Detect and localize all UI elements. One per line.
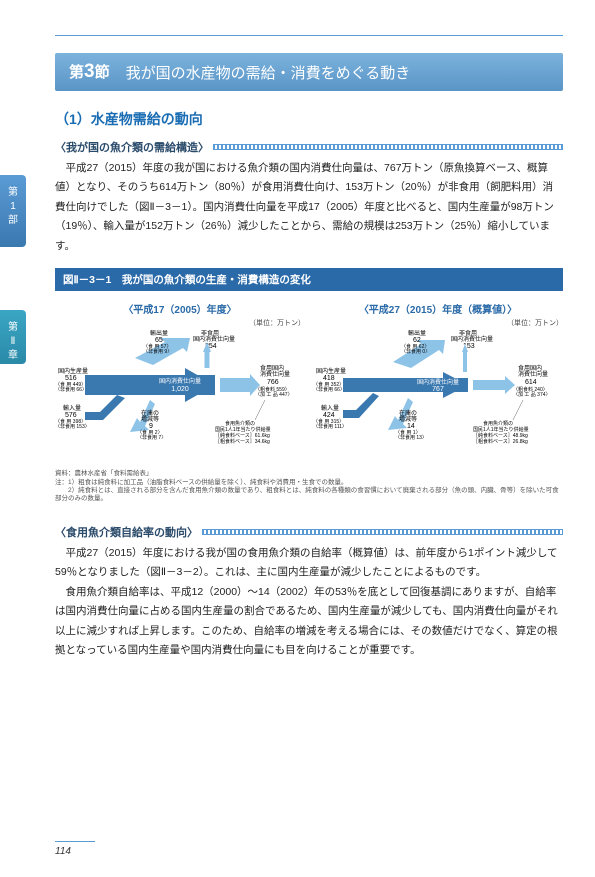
svg-text:国内消費仕向量: 国内消費仕向量: [417, 378, 459, 386]
svg-text:〈非食用 66〉: 〈非食用 66〉: [313, 386, 345, 393]
svg-text:非食用: 非食用: [201, 330, 219, 337]
svg-text:在庫の: 在庫の: [399, 409, 417, 417]
svg-text:輸出量: 輸出量: [150, 330, 168, 337]
svg-text:14: 14: [407, 423, 415, 430]
sub-heading-2: 〈食用魚介類自給率の動向〉: [55, 524, 563, 540]
side-tab-part1: 第1部: [0, 175, 26, 247]
side-tab-chapter2: 第Ⅱ章: [0, 310, 26, 364]
svg-text:〈非食用 111〉: 〈非食用 111〉: [313, 423, 347, 430]
svg-text:767: 767: [432, 386, 444, 393]
svg-text:国内消費仕向量: 国内消費仕向量: [451, 335, 493, 343]
svg-text:〈非食用 66〉: 〈非食用 66〉: [55, 386, 87, 393]
svg-text:増減等: 増減等: [141, 415, 159, 423]
svg-text:輸入量: 輸入量: [63, 404, 81, 412]
svg-text:食用国内: 食用国内: [260, 364, 284, 372]
svg-text:［粗食料ベース］34.6kg: ［粗食料ベース］34.6kg: [215, 438, 270, 445]
section-title: 我が国の水産物の需給・消費をめぐる動き: [126, 62, 411, 83]
paragraph-1: 平成27（2015）年度の我が国における魚介類の国内消費仕向量は、767万トン（…: [55, 159, 563, 256]
svg-text:〈非食用 9〉: 〈非食用 9〉: [143, 348, 172, 355]
svg-text:非食用: 非食用: [459, 330, 477, 337]
svg-text:〈非食用 13〉: 〈非食用 13〉: [395, 434, 427, 441]
svg-text:［粗食料ベース］26.8kg: ［粗食料ベース］26.8kg: [473, 438, 528, 445]
figure-notes: 資料：農林水産省「食料需給表」 注：1）粗食は純食料に加工品（油脂食料ベースの供…: [55, 470, 563, 504]
svg-text:1,020: 1,020: [171, 386, 189, 393]
svg-text:消費仕向量: 消費仕向量: [518, 370, 548, 378]
svg-text:［純食料ベース］48.9kg: ［純食料ベース］48.9kg: [473, 432, 528, 439]
svg-text:424: 424: [323, 412, 335, 419]
subsection-title: （1）水産物需給の動向: [55, 109, 563, 129]
svg-text:614: 614: [525, 379, 537, 386]
paragraph-2a: 平成27（2015）年度における我が国の食用魚介類の自給率（概算値）は、前年度か…: [55, 544, 563, 583]
figure-title: 図Ⅱ－3－1 我が国の魚介類の生産・消費構造の変化: [55, 268, 563, 291]
flow-diagram-left: 国内消費仕向量 1,020 国内生産量 516 〈食 用 449〉 〈非食用 6…: [55, 330, 305, 460]
svg-text:国内生産量: 国内生産量: [316, 367, 346, 375]
section-header: 第3節 我が国の水産物の需給・消費をめぐる動き: [55, 53, 563, 91]
flow-diagram-right: 国内消費仕向量 767 国内生産量 418 〈食 用 352〉 〈非食用 66〉…: [313, 330, 563, 460]
figure-panel-2005: 〈平成17（2005）年度〉 （単位：万トン） 国内消費仕向量 1,020 国内…: [55, 301, 305, 462]
svg-text:〈非食用 153〉: 〈非食用 153〉: [55, 423, 90, 430]
svg-text:増減等: 増減等: [399, 415, 417, 423]
svg-text:在庫の: 在庫の: [141, 409, 159, 417]
figure-panel-2015: 〈平成27（2015）年度（概算値）〉 （単位：万トン） 国内消費仕向量 767…: [313, 301, 563, 462]
svg-text:9: 9: [149, 423, 153, 430]
svg-text:418: 418: [323, 375, 335, 382]
svg-text:輸出量: 輸出量: [408, 330, 426, 337]
svg-text:〈非食用 0〉: 〈非食用 0〉: [401, 348, 430, 355]
svg-text:576: 576: [65, 412, 77, 419]
sub-heading-1: 〈我が国の魚介類の需給構造〉: [55, 139, 563, 155]
figure-box: 〈平成17（2005）年度〉 （単位：万トン） 国内消費仕向量 1,020 国内…: [55, 297, 563, 466]
svg-text:国内消費仕向量: 国内消費仕向量: [193, 335, 235, 343]
svg-text:食用魚介類の: 食用魚介類の: [483, 420, 513, 427]
svg-text:輸入量: 輸入量: [321, 404, 339, 412]
svg-text:62: 62: [413, 337, 421, 344]
svg-text:国民1人1年当たり供給量: 国民1人1年当たり供給量: [473, 426, 529, 433]
section-number: 第3節: [69, 61, 110, 83]
svg-text:〈加 工 品 374〉: 〈加 工 品 374〉: [513, 391, 551, 398]
svg-text:〈加 工 品 447〉: 〈加 工 品 447〉: [255, 391, 293, 398]
svg-text:国内消費仕向量: 国内消費仕向量: [159, 377, 201, 385]
svg-text:〈非食用 7〉: 〈非食用 7〉: [137, 434, 166, 441]
svg-text:国民1人1年当たり供給量: 国民1人1年当たり供給量: [215, 426, 271, 433]
svg-text:国内生産量: 国内生産量: [58, 367, 88, 375]
paragraph-2b: 食用魚介類自給率は、平成12（2000）～14（2002）年の53％を底として回…: [55, 583, 563, 661]
svg-text:65: 65: [155, 337, 163, 344]
svg-text:766: 766: [267, 379, 279, 386]
svg-text:516: 516: [65, 375, 77, 382]
svg-text:食用国内: 食用国内: [518, 364, 542, 372]
svg-text:消費仕向量: 消費仕向量: [260, 370, 290, 378]
page-number: 114: [55, 841, 95, 857]
svg-text:食用魚介類の: 食用魚介類の: [225, 420, 255, 427]
svg-text:［純食料ベース］61.6kg: ［純食料ベース］61.6kg: [215, 432, 270, 439]
